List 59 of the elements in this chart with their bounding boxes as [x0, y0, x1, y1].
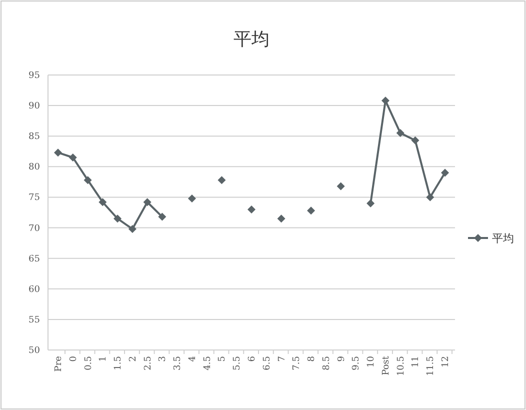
y-tick-label: 55	[28, 315, 40, 326]
x-tick-label: 1.5	[114, 356, 124, 370]
x-tick-label: 9	[336, 356, 347, 362]
x-tick-label: 0.5	[84, 356, 94, 370]
legend-label: 平均	[492, 232, 514, 245]
y-tick-label: 50	[28, 346, 40, 356]
point	[441, 168, 449, 177]
y-tick-label: 95	[28, 71, 40, 81]
point	[411, 136, 420, 144]
point	[366, 199, 375, 208]
x-tick-label: 10.5	[396, 356, 406, 376]
point	[218, 176, 226, 184]
point	[396, 129, 404, 138]
point	[158, 212, 166, 221]
point	[84, 176, 92, 184]
point	[381, 96, 390, 105]
chart-title: 平均	[234, 29, 270, 50]
x-tick-label: 6.5	[262, 356, 272, 370]
point	[307, 206, 316, 215]
point	[248, 205, 256, 214]
y-tick-label: 85	[28, 132, 40, 142]
x-tick-label: 1	[98, 356, 109, 362]
x-tick-label: 2.5	[143, 356, 154, 370]
point	[68, 154, 77, 162]
point	[336, 182, 345, 190]
point	[188, 194, 196, 202]
x-tick-label: 7.5	[292, 356, 302, 370]
x-tick-label: 6	[248, 356, 258, 362]
x-tick-label: 5.5	[232, 356, 243, 370]
x-tick-label: 11	[411, 356, 422, 368]
x-tick-label: Pre	[54, 356, 64, 372]
point	[128, 225, 136, 233]
x-tick-label: 5	[218, 356, 228, 362]
y-tick-label: 90	[28, 102, 40, 112]
y-tick-label: 80	[28, 162, 40, 173]
x-tick-label: 8	[307, 356, 318, 362]
x-tick-label: 8.5	[322, 356, 332, 370]
x-tick-label: 3.5	[173, 356, 184, 370]
point	[54, 148, 62, 157]
x-tick-label: 0	[68, 356, 79, 362]
x-tick-label: 11.5	[426, 356, 436, 376]
point	[143, 198, 152, 206]
x-tick-label: 7	[277, 356, 288, 362]
y-tick-label: 65	[28, 254, 40, 264]
x-tick-label: 4	[188, 356, 198, 362]
x-tick-label: 3	[158, 356, 168, 362]
point	[98, 198, 107, 206]
point	[426, 193, 434, 202]
y-tick-label: 75	[28, 193, 40, 204]
y-tick-label: 60	[28, 284, 40, 295]
x-tick-label: 10	[366, 356, 377, 368]
y-tick-label: 70	[28, 224, 40, 234]
x-tick-label: 12	[441, 356, 451, 368]
point	[114, 214, 122, 223]
x-tick-label: 2	[128, 356, 138, 362]
point	[277, 214, 286, 223]
x-tick-label: Post	[381, 356, 392, 376]
x-tick-label: 9.5	[352, 356, 362, 370]
x-tick-label: 4.5	[202, 356, 213, 370]
